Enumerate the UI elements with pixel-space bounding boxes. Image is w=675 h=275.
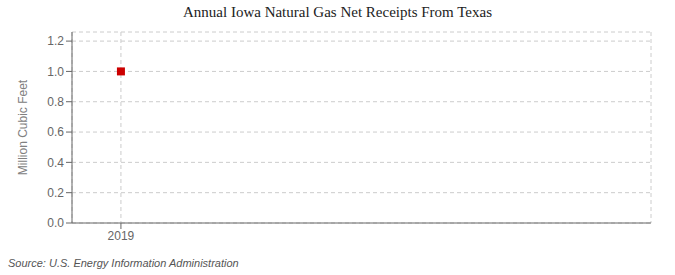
- html-text:Annual Iowa Natural Gas Net Re: Annual Iowa Natural Gas Net Receipts Fro…: [183, 4, 492, 20]
- html-text:Source: U.S. Energy Informatio: Source: U.S. Energy Information Administ…: [8, 257, 239, 269]
- svg-text:Million Cubic Feet: Million Cubic Feet: [16, 79, 30, 175]
- svg-text:2019: 2019: [108, 229, 135, 243]
- svg-text:1.2: 1.2: [47, 34, 64, 48]
- svg-text:1.0: 1.0: [47, 65, 64, 79]
- svg-text:0.8: 0.8: [47, 95, 64, 109]
- svg-text:0.0: 0.0: [47, 216, 64, 230]
- svg-text:0.2: 0.2: [47, 186, 64, 200]
- svg-text:0.6: 0.6: [47, 125, 64, 139]
- svg-text:0.4: 0.4: [47, 156, 64, 170]
